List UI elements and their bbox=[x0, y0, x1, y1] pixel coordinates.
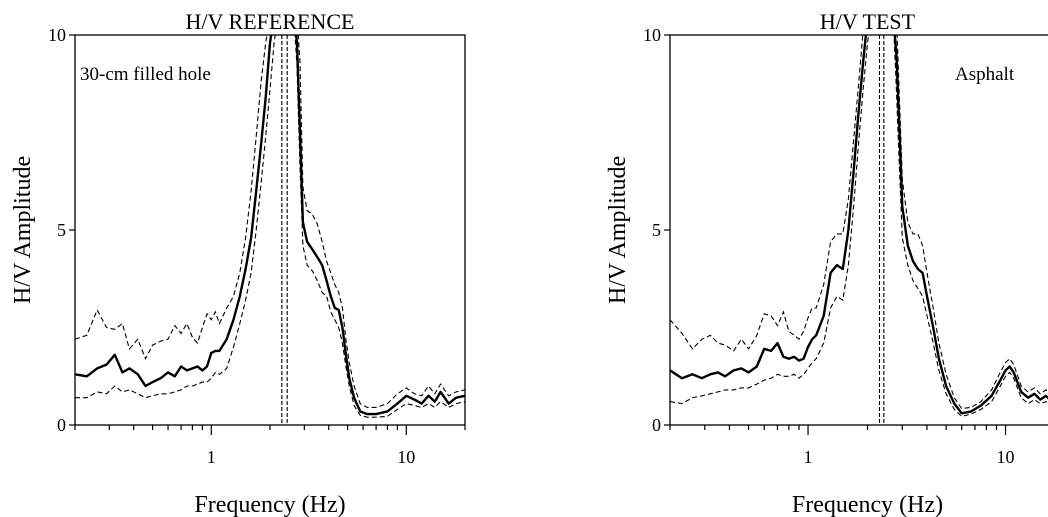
plot-frame bbox=[669, 34, 1048, 426]
x-axis-label: Frequency (Hz) bbox=[194, 492, 345, 517]
std-bound-curve bbox=[670, 35, 1048, 418]
y-axis-label: H/V Amplitude bbox=[10, 156, 36, 304]
x-tick-label: 10 bbox=[997, 447, 1015, 467]
data-layer bbox=[670, 35, 1048, 425]
y-axis-label: H/V Amplitude bbox=[605, 156, 631, 304]
std-bound-curve bbox=[75, 35, 465, 408]
x-tick-label: 1 bbox=[804, 447, 813, 467]
y-tick-label: 10 bbox=[643, 25, 661, 45]
chart-title: H/V TEST bbox=[820, 9, 916, 34]
site-annotation: Asphalt bbox=[955, 64, 1015, 85]
chart-panel-1: H/V REFERENCE 0 5 10 1 10 Frequency (Hz) H/V Am… bbox=[10, 9, 466, 517]
std-bound-curve bbox=[670, 35, 1048, 410]
data-layer bbox=[75, 35, 465, 425]
y-tick-label: 10 bbox=[48, 25, 66, 45]
mean-hv-curve bbox=[670, 35, 1048, 415]
x-axis-label: Frequency (Hz) bbox=[792, 492, 943, 517]
x-tick-label: 10 bbox=[397, 447, 415, 467]
site-annotation: 30-cm filled hole bbox=[80, 64, 211, 85]
y-tick-label: 0 bbox=[652, 415, 661, 435]
chart-title: H/V REFERENCE bbox=[186, 9, 355, 34]
y-tick-label: 5 bbox=[57, 220, 66, 240]
std-bound-curve bbox=[75, 35, 465, 418]
chart-panel-2: H/V TEST 0 5 10 1 10 Frequency (Hz) H/V Amplitu… bbox=[605, 9, 1048, 517]
y-tick-label: 5 bbox=[652, 220, 661, 240]
x-tick-label: 1 bbox=[207, 447, 216, 467]
y-tick-label: 0 bbox=[57, 415, 66, 435]
mean-hv-curve bbox=[75, 35, 465, 416]
